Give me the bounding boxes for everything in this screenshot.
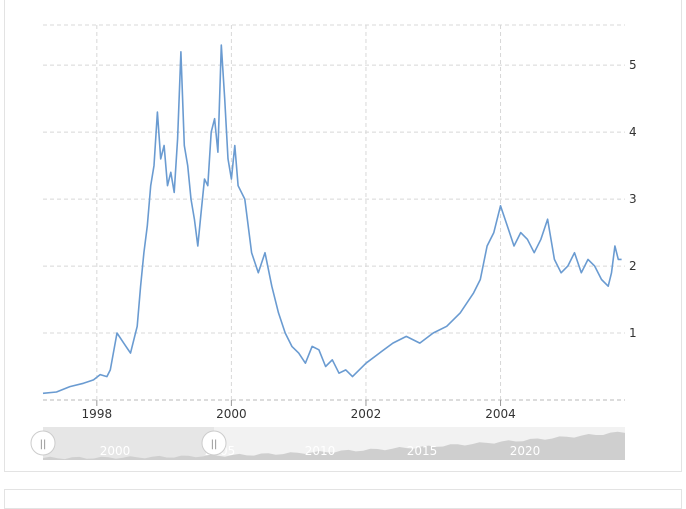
- left-handle-circle[interactable]: [30, 430, 56, 456]
- navigator-left-handle[interactable]: ||: [30, 430, 56, 456]
- y-tick-label: 4: [629, 125, 637, 139]
- x-axis-ticks: 1998 2000 2002 2004: [82, 400, 516, 421]
- y-tick-label: 5: [629, 58, 637, 72]
- navigator-right-handle[interactable]: ||: [201, 430, 227, 456]
- chart-card: [4, 0, 682, 472]
- navigator-selected-range[interactable]: [43, 427, 214, 460]
- y-axis-ticks: 1 2 3 4 5: [629, 58, 637, 340]
- y-tick-label: 2: [629, 259, 637, 273]
- navigator-label: 2010: [305, 444, 336, 458]
- navigator-label: 2000: [100, 444, 131, 458]
- y-tick-label: 3: [629, 192, 637, 206]
- y-tick-label: 1: [629, 326, 637, 340]
- navigator-mini-series: [43, 431, 625, 460]
- x-tick-label: 2004: [485, 407, 516, 421]
- navigator-label: 2020: [510, 444, 541, 458]
- x-tick-label: 2002: [351, 407, 382, 421]
- navigator-label: 2015: [407, 444, 438, 458]
- range-navigator[interactable]: 20002005201020152020 || ||: [30, 427, 625, 460]
- series-line: [42, 44, 622, 395]
- x-tick-label: 1998: [82, 407, 113, 421]
- grip-icon: ||: [40, 439, 47, 450]
- grid-layer: [43, 24, 625, 401]
- grip-icon: ||: [211, 439, 218, 450]
- right-handle-circle[interactable]: [201, 430, 227, 456]
- x-tick-label: 2000: [216, 407, 247, 421]
